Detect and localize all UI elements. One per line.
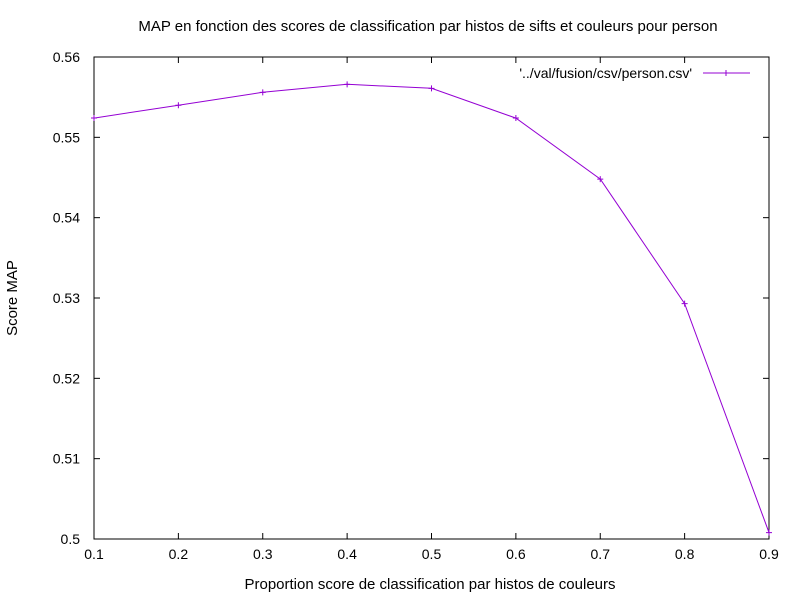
series-layer: [91, 81, 772, 536]
x-tick-label: 0.3: [253, 546, 273, 562]
y-tick-label: 0.5: [61, 531, 81, 547]
data-point-marker: [681, 300, 688, 307]
data-point-marker: [344, 81, 351, 88]
data-point-marker: [259, 89, 266, 96]
data-point-marker: [512, 115, 519, 122]
x-tick-label: 0.4: [337, 546, 357, 562]
legend-label: '../val/fusion/csv/person.csv': [519, 65, 692, 81]
legend-marker: [723, 70, 729, 76]
data-point-marker: [175, 102, 182, 109]
data-point-marker: [766, 529, 772, 536]
chart-title: MAP en fonction des scores de classifica…: [138, 18, 717, 35]
y-tick-label: 0.55: [53, 129, 80, 145]
plot-frame: [93, 56, 770, 540]
x-tick-label: 0.6: [506, 546, 526, 562]
y-axis-title: Score MAP: [4, 260, 21, 336]
y-tick-label: 0.51: [53, 451, 80, 467]
x-tick-label: 0.5: [422, 546, 442, 562]
x-tick-label: 0.2: [169, 546, 189, 562]
x-axis-title: Proportion score de classification par h…: [244, 576, 615, 593]
data-point-marker: [91, 115, 97, 122]
x-tick-label: 0.8: [675, 546, 695, 562]
x-tick-label: 0.1: [84, 546, 104, 562]
y-axis: 0.5 0.51 0.52 0.53 0.54 0.55 0.56: [53, 49, 769, 547]
x-tick-label: 0.7: [591, 546, 611, 562]
data-point-marker: [597, 176, 604, 183]
y-tick-label: 0.52: [53, 370, 80, 386]
series-line: [93, 83, 770, 533]
x-axis: 0.1 0.2 0.3 0.4 0.5 0.6 0.7 0.8 0.9: [84, 57, 779, 562]
legend: '../val/fusion/csv/person.csv': [519, 65, 750, 81]
x-tick-label: 0.9: [759, 546, 779, 562]
y-tick-label: 0.54: [53, 210, 80, 226]
y-tick-label: 0.53: [53, 290, 80, 306]
y-tick-label: 0.56: [53, 49, 80, 65]
data-point-marker: [428, 85, 435, 92]
